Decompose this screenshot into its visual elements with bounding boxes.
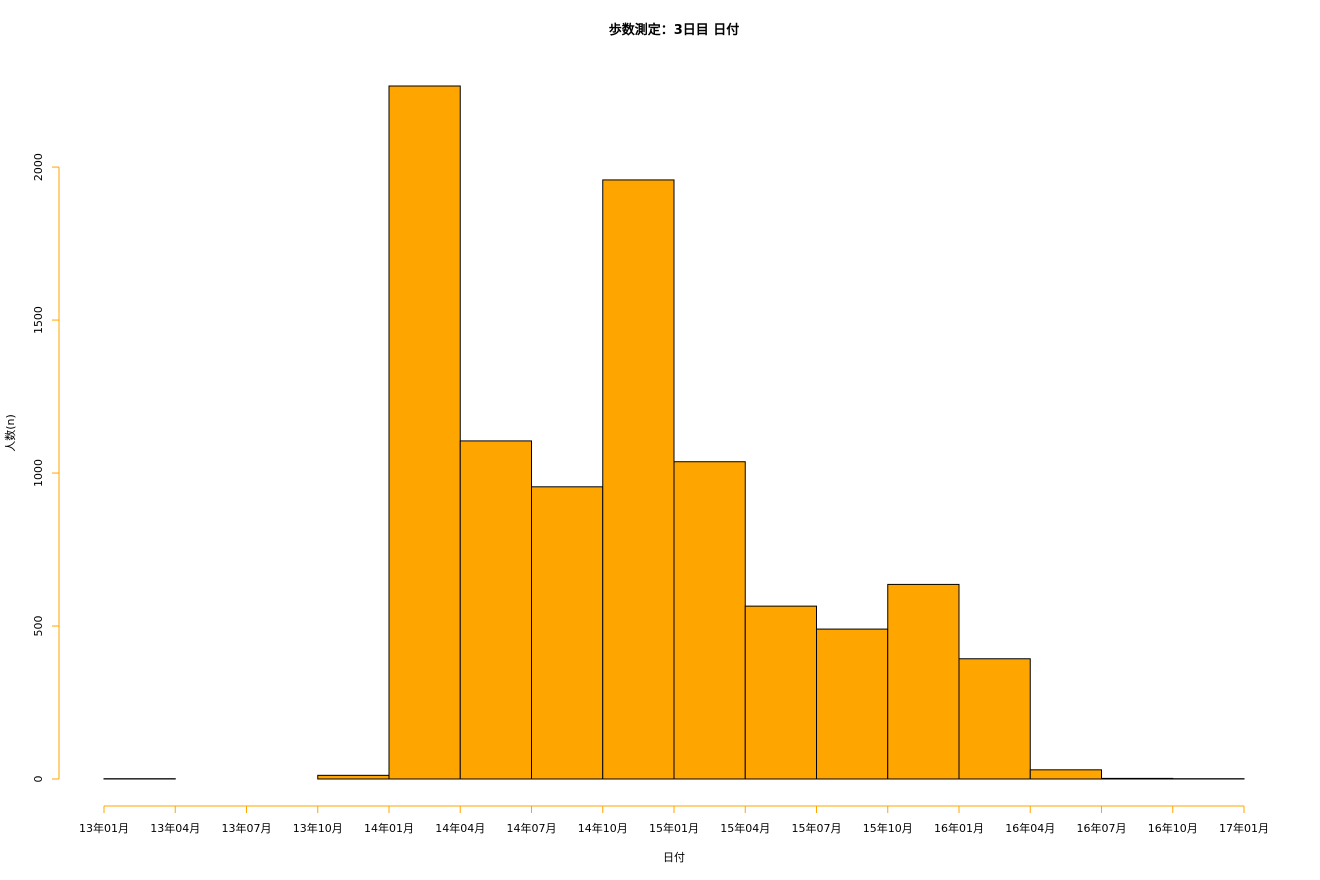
histogram-bar [1029,769,1102,780]
x-tick-label: 15年04月 [720,821,770,835]
x-tick-label: 16年10月 [1148,821,1198,835]
y-tick-label: 0 [32,776,45,783]
y-axis-label: 人数(n) [4,414,17,452]
histogram-bar [317,774,390,780]
x-axis-label: 日付 [663,851,685,864]
x-tick-label: 15年01月 [649,821,699,835]
histogram-bar [602,179,675,780]
x-axis: 13年01月 13年04月 13年07月 13年10月 14年01月 14年04月 14年0… [79,805,1269,835]
x-tick-label: 14年07月 [507,821,557,835]
histogram-bar [744,605,817,780]
histogram-bar [816,628,889,780]
x-tick-label: 15年07月 [792,821,842,835]
x-tick-label: 15年10月 [863,821,913,835]
histogram-bar [673,461,746,780]
bars-group [103,85,1245,780]
y-tick-label: 1500 [32,306,45,334]
histogram-bar [887,583,960,780]
x-tick-label: 16年01月 [934,821,984,835]
x-tick-label: 16年04月 [1005,821,1055,835]
x-tick-label: 14年10月 [578,821,628,835]
x-tick-label: 14年04月 [435,821,485,835]
x-tick-label: 13年01月 [79,821,129,835]
y-tick-label: 1000 [32,459,45,487]
x-tick-label: 13年10月 [293,821,343,835]
histogram-bar [459,440,532,780]
y-tick-label: 2000 [32,153,45,181]
chart-title: 歩数測定：3日目 日付 [609,22,740,38]
y-tick-label: 500 [32,616,45,637]
histogram-bar [388,85,461,780]
x-tick-label: 16年07月 [1077,821,1127,835]
x-tick-label: 13年07月 [222,821,272,835]
y-axis: 0 500 1000 1500 2000 [32,153,60,783]
x-tick-label: 17年01月 [1219,821,1269,835]
histogram-bar [531,486,604,780]
histogram-bar [958,658,1031,780]
x-tick-label: 14年01月 [364,821,414,835]
histogram-bar [1101,777,1174,780]
x-tick-label: 13年04月 [150,821,200,835]
